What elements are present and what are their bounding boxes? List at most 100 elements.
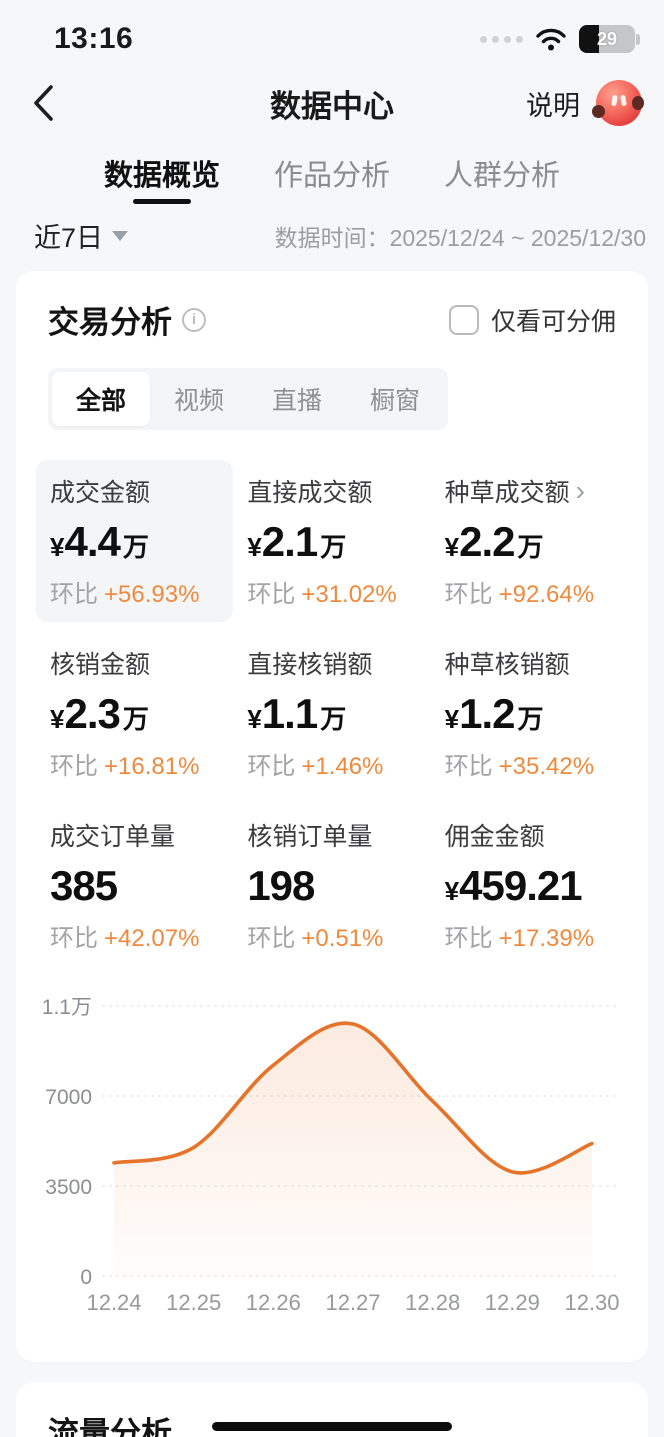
wifi-icon [536, 28, 566, 51]
metric-value: 385 [50, 862, 118, 909]
segment-showcase[interactable]: 橱窗 [370, 387, 421, 415]
compare-change: +31.02% [301, 581, 397, 608]
metric-cell-commission[interactable]: 佣金金额 ¥459.21 环比 +17.39% [431, 804, 628, 966]
trade-card-title: 交易分析 [48, 305, 172, 340]
status-bar: 13:16 29 [0, 0, 664, 64]
checkbox-icon[interactable] [448, 304, 479, 335]
metric-value: 1.2 [459, 690, 515, 737]
data-time-info: 数据时间：2025/12/24 ~ 2025/12/30 [275, 219, 646, 253]
svg-text:12.28: 12.28 [405, 1290, 460, 1315]
compare-label: 环比 [247, 581, 296, 608]
compare-label: 环比 [444, 753, 493, 780]
metric-value: 198 [247, 862, 315, 909]
metric-currency: ¥ [50, 704, 65, 734]
commission-only-toggle[interactable]: 仅看可分佣 [448, 302, 616, 338]
avatar[interactable] [592, 80, 644, 126]
svg-text:0: 0 [80, 1266, 92, 1289]
compare-change: +17.39% [498, 925, 595, 952]
compare-label: 环比 [50, 753, 98, 780]
svg-text:12.29: 12.29 [485, 1290, 540, 1315]
svg-text:3500: 3500 [45, 1176, 92, 1199]
metric-currency: ¥ [444, 704, 460, 734]
tab-data-overview[interactable]: 数据概览 [104, 152, 220, 206]
metric-cell-order-count[interactable]: 成交订单量 385 环比 +42.07% [36, 804, 233, 966]
compare-change: +42.07% [104, 925, 200, 952]
data-time-label: 数据时间： [274, 224, 390, 251]
date-range-selector[interactable]: 近7日 [34, 216, 129, 255]
compare-change: +35.42% [498, 753, 595, 780]
chevron-left-icon [34, 85, 53, 121]
metric-value: 2.2 [459, 518, 515, 565]
metric-cell-seeding-redeemed[interactable]: 种草核销额 ¥1.2 万 环比 +35.42% [431, 632, 628, 794]
metric-unit: 万 [517, 704, 544, 734]
metric-label: 核销订单量 [247, 823, 373, 851]
segment-live[interactable]: 直播 [272, 387, 323, 415]
active-tab-underline [132, 199, 191, 204]
metric-label: 直接成交额 [247, 479, 373, 507]
segment-all[interactable]: 全部 [52, 372, 151, 426]
svg-text:12.27: 12.27 [325, 1290, 380, 1315]
metric-currency: ¥ [247, 532, 262, 562]
help-button[interactable]: 说明 [526, 90, 580, 121]
metric-cell-seeding-gmv[interactable]: 种草成交额 › ¥2.2 万 环比 +92.64% [431, 460, 628, 622]
compare-label: 环比 [444, 581, 493, 608]
header: 数据中心 说明 [0, 64, 664, 142]
metric-cell-direct-redeemed[interactable]: 直接核销额 ¥1.1 万 环比 +1.46% [233, 632, 430, 794]
compare-label: 环比 [50, 581, 98, 608]
traffic-card-title: 流量分析 [48, 1416, 172, 1437]
compare-change: +92.64% [498, 581, 595, 608]
filter-row: 近7日 数据时间：2025/12/24 ~ 2025/12/30 [0, 206, 664, 271]
svg-text:12.30: 12.30 [564, 1290, 619, 1315]
back-button[interactable] [28, 79, 72, 127]
metric-cell-redeemed-order-count[interactable]: 核销订单量 198 环比 +0.51% [233, 804, 430, 966]
metric-cell-redeemed-amount[interactable]: 核销金额 ¥2.3 万 环比 +16.81% [36, 632, 233, 794]
metric-label: 种草成交额 [444, 479, 570, 507]
trade-analysis-card: 交易分析 i 仅看可分佣 全部 视频 直播 橱窗 成交金额 ¥4.4 万 环比 +5… [16, 271, 648, 1362]
tab-works-analysis[interactable]: 作品分析 [274, 152, 390, 206]
metric-unit: 万 [122, 532, 149, 562]
metric-currency: ¥ [247, 704, 262, 734]
svg-text:12.24: 12.24 [86, 1290, 141, 1315]
compare-label: 环比 [247, 925, 296, 952]
metric-cell-gmv[interactable]: 成交金额 ¥4.4 万 环比 +56.93% [36, 460, 234, 622]
traffic-analysis-card: 流量分析 视频 直播 橱窗 [16, 1382, 648, 1437]
avatar-eye-icon [611, 94, 618, 107]
trend-chart-svg: 0 3500 7000 1.1万 12.24 12.25 12.26 12.27 12.28 12… [42, 996, 620, 1315]
metric-currency: ¥ [444, 532, 460, 562]
metric-label: 成交金额 [50, 479, 151, 507]
metric-label: 佣金金额 [444, 823, 545, 851]
svg-text:7000: 7000 [45, 1086, 92, 1109]
metric-value: 1.1 [261, 690, 318, 737]
svg-text:12.25: 12.25 [166, 1290, 221, 1315]
compare-change: +1.46% [301, 753, 384, 780]
chevron-right-icon: › [575, 475, 585, 506]
clock: 13:16 [54, 22, 134, 55]
tab-audience-analysis[interactable]: 人群分析 [444, 152, 560, 206]
svg-text:12.26: 12.26 [246, 1290, 301, 1315]
battery-level: 29 [596, 28, 618, 49]
cellular-signal-icon [480, 35, 523, 43]
metric-currency: ¥ [50, 532, 65, 562]
metric-unit: 万 [320, 704, 347, 734]
home-indicator[interactable] [212, 1422, 452, 1431]
metric-label: 核销金额 [50, 651, 151, 679]
tab-label: 作品分析 [273, 160, 390, 192]
metrics-grid: 成交金额 ¥4.4 万 环比 +56.93% 直接成交额 ¥2.1 万 环比 +31.0… [36, 460, 628, 966]
segment-video[interactable]: 视频 [174, 387, 225, 415]
metric-label: 种草核销额 [444, 651, 570, 679]
battery-icon: 29 [579, 25, 640, 53]
metric-cell-direct-gmv[interactable]: 直接成交额 ¥2.1 万 环比 +31.02% [233, 460, 430, 622]
tab-label: 人群分析 [444, 160, 561, 192]
compare-change: +0.51% [301, 925, 384, 952]
compare-change: +16.81% [104, 753, 200, 780]
metric-unit: 万 [517, 532, 544, 562]
avatar-headset-icon [592, 105, 605, 118]
info-icon[interactable]: i [182, 307, 206, 332]
trade-trend-chart: 0 3500 7000 1.1万 12.24 12.25 12.26 12.27 12.28 12… [36, 982, 628, 1318]
metric-label: 直接核销额 [247, 651, 373, 679]
compare-label: 环比 [444, 925, 493, 952]
main-tab-bar: 数据概览 作品分析 人群分析 [0, 142, 664, 206]
metric-unit: 万 [320, 532, 347, 562]
caret-down-icon [112, 230, 129, 241]
metric-value: 4.4 [64, 518, 120, 565]
